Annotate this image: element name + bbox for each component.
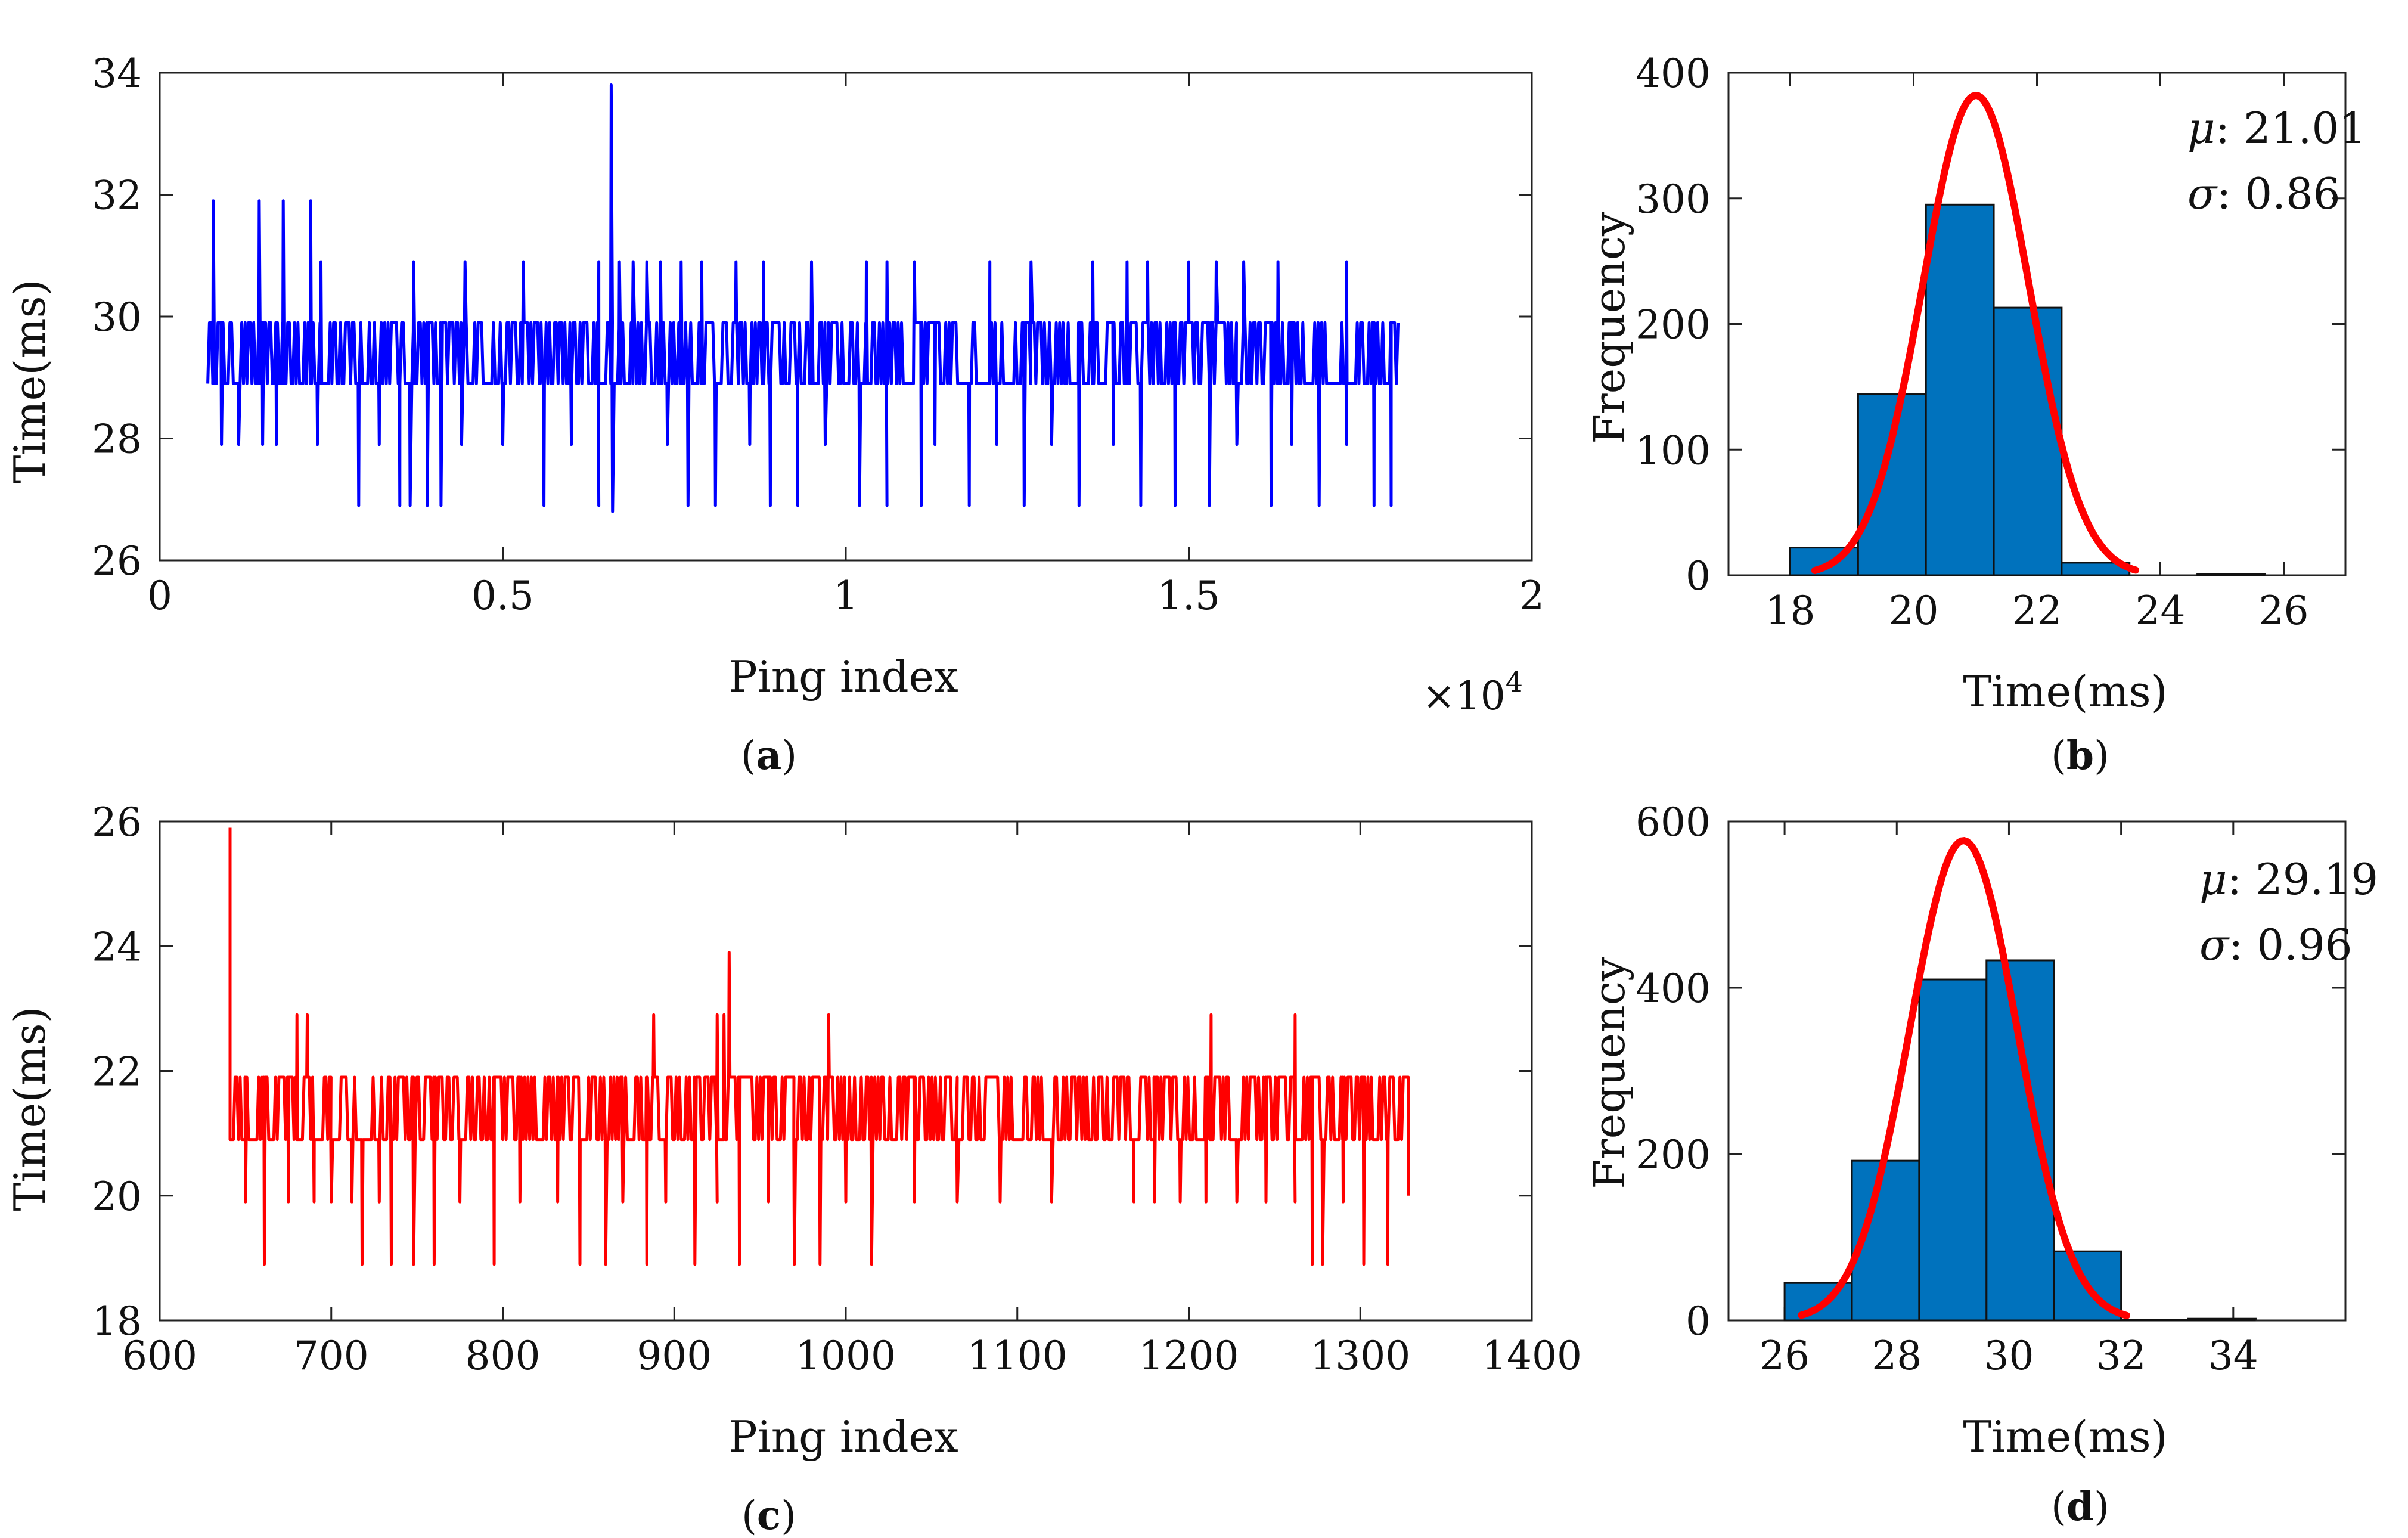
histogram-bar: [1918, 978, 1988, 1322]
normal-fit-curve: [1798, 836, 2130, 1319]
panel-d-marks: 26 28 30 32 34 0 200 400 600: [1636, 799, 2347, 1379]
panel-b-caption: (b): [2051, 732, 2109, 779]
panel-b-marks: 18 20 22 24 26 0 100 200 300 400: [1636, 51, 2347, 634]
x-tick-label: 1400: [1482, 1333, 1582, 1379]
histogram-bar: [2187, 1317, 2257, 1322]
panel-d-caption: (d): [2051, 1483, 2109, 1530]
panel-c-ylabel: Time(ms): [5, 1006, 55, 1211]
histogram-bar: [1993, 306, 2063, 576]
y-tick-label: 18: [92, 1298, 142, 1344]
panel-d-mu-stat: μ: 29.19: [2199, 854, 2378, 904]
x-tick-label: 34: [2208, 1333, 2258, 1379]
y-tick-label: 400: [1636, 966, 1711, 1012]
panel-a-ylabel: Time(ms): [5, 279, 55, 483]
panel-c-caption: (c): [741, 1492, 796, 1538]
histogram-bar: [1783, 1282, 1853, 1322]
x-tick-label: 26: [1760, 1333, 1810, 1379]
y-tick-label: 32: [92, 173, 142, 219]
x-tick-label: 30: [1984, 1333, 2034, 1379]
y-tick-label: 20: [92, 1174, 142, 1220]
panel-d-ylabel: Frequency: [1584, 957, 1634, 1189]
panel-c-marks: 600 700 800 900 1000 1100 1200 1300 1400 18 20 22 24…: [92, 799, 1582, 1379]
y-tick-label: 100: [1636, 427, 1711, 473]
plot-area-frame: [159, 820, 1533, 1322]
y-tick-label: 34: [92, 51, 142, 97]
panel-b-xlabel: Time(ms): [1963, 666, 2167, 717]
x-tick-label: 600: [122, 1333, 197, 1379]
histogram-bar: [1985, 959, 2055, 1322]
y-tick-label: 400: [1636, 51, 1711, 97]
x-tick-label: 22: [2012, 588, 2062, 634]
x-tick-label: 700: [294, 1333, 369, 1379]
histogram-bar: [1857, 393, 1927, 576]
y-tick-label: 200: [1636, 1132, 1711, 1178]
panel-c: 600 700 800 900 1000 1100 1200 1300 1400 18 20 22 24…: [5, 799, 1582, 1538]
series-line-rtt: [228, 827, 1410, 1266]
y-tick-label: 300: [1636, 176, 1711, 222]
panel-b-mu-stat: μ: 21.01: [2187, 103, 2366, 153]
x-tick-label: 1100: [967, 1333, 1068, 1379]
plot-area-frame: [159, 72, 1533, 562]
x-tick-label: 20: [1889, 588, 1939, 634]
x-tick-label: 0: [147, 573, 172, 619]
panel-a-marks: 0 0.5 1 1.5 2 26 28 30 32 34: [92, 51, 1544, 619]
normal-fit-curve: [1811, 91, 2140, 574]
panel-b-ylabel: Frequency: [1584, 212, 1634, 444]
x-tick-label: 26: [2259, 588, 2309, 634]
x-tick-label: 28: [1872, 1333, 1922, 1379]
y-tick-label: 0: [1686, 1298, 1711, 1344]
x-tick-label: 32: [2096, 1333, 2146, 1379]
panel-a-caption: (a): [741, 732, 797, 779]
x-tick-label: 24: [2136, 588, 2186, 634]
y-tick-label: 24: [92, 924, 142, 970]
x-tick-label: 1300: [1310, 1333, 1410, 1379]
panel-b-sigma-stat: σ: 0.86: [2187, 169, 2341, 219]
x-tick-label: 0.5: [471, 573, 534, 619]
y-tick-label: 600: [1636, 799, 1711, 845]
histogram-bar: [1851, 1159, 1920, 1322]
x-tick-label: 1200: [1139, 1333, 1239, 1379]
y-tick-label: 28: [92, 417, 142, 463]
y-tick-label: 26: [92, 538, 142, 584]
panel-d-xlabel: Time(ms): [1963, 1412, 2167, 1462]
x-tick-label: 900: [637, 1333, 712, 1379]
y-tick-label: 26: [92, 799, 142, 845]
y-tick-label: 30: [92, 294, 142, 340]
panel-a-xlabel: Ping index: [728, 652, 958, 702]
panel-b: 18 20 22 24 26 0 100 200 300 400 Frequency Time(m…: [1584, 51, 2366, 779]
x-tick-label: 1: [833, 573, 858, 619]
x-tick-label: 2: [1519, 573, 1544, 619]
histogram-bar: [2196, 573, 2266, 576]
series-line-rtt: [206, 83, 1400, 513]
y-tick-label: 0: [1686, 553, 1711, 599]
x-tick-label: 800: [466, 1333, 541, 1379]
y-tick-label: 22: [92, 1049, 142, 1095]
y-tick-label: 200: [1636, 302, 1711, 348]
histogram-bar: [1925, 203, 1995, 576]
panel-d-sigma-stat: σ: 0.96: [2199, 920, 2353, 970]
x-tick-label: 18: [1765, 588, 1816, 634]
panel-c-xlabel: Ping index: [728, 1412, 958, 1462]
x-tick-label: 1.5: [1158, 573, 1220, 619]
panel-a-x-exponent: ×104: [1422, 666, 1523, 719]
x-tick-label: 1000: [796, 1333, 896, 1379]
